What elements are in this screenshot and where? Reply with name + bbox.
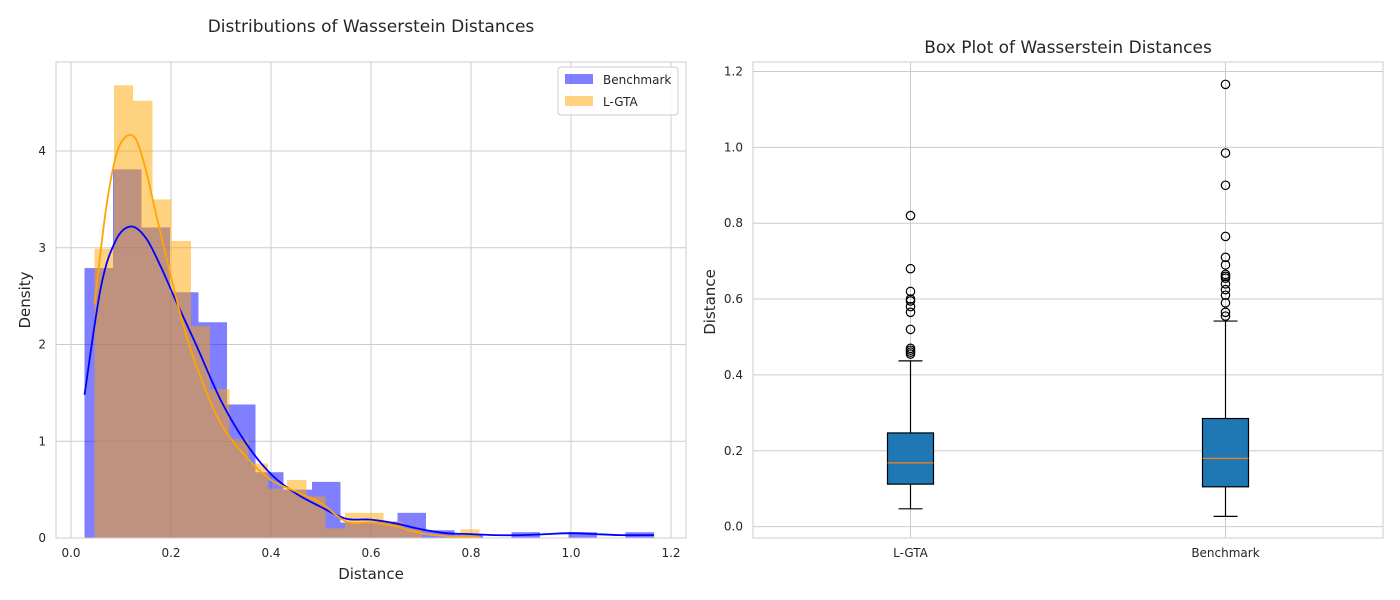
- benchmark-histogram-bar: [426, 530, 455, 538]
- kde-curves: [83, 133, 655, 538]
- outlier-point: [1220, 307, 1231, 318]
- box-plot-y-tick-label: 0.0: [724, 520, 743, 534]
- box-plot-y-tick-label: 0.8: [724, 216, 743, 230]
- histogram-frame: [55, 61, 687, 539]
- histogram-x-axis-label: Distance: [338, 565, 404, 583]
- lgta-histogram-bar: [94, 248, 114, 538]
- outlier-point: [1220, 269, 1231, 280]
- outlier-point: [905, 263, 916, 274]
- histogram-x-tick-label: 1.2: [661, 546, 680, 560]
- box-plot-chart: 0.0 0.2 0.4 0.6 0.8 1.0 1.2 L-GTA Benchmark Box…: [701, 38, 1384, 560]
- histogram-y-tick-label: 0: [38, 531, 46, 545]
- histogram-x-tick-label: 0.4: [261, 546, 280, 560]
- histogram-y-tick-label: 2: [38, 338, 46, 352]
- box-plot-x-tick-labels: L-GTA Benchmark: [893, 546, 1260, 560]
- histogram-x-tick-labels: 0.0 0.2 0.4 0.6 0.8 1.0 1.2: [61, 546, 680, 560]
- lgta-histogram-bar: [306, 496, 326, 538]
- outlier-point: [1220, 79, 1231, 90]
- outlier-point: [1220, 311, 1231, 321]
- outlier-point: [1220, 148, 1231, 158]
- outlier-point: [905, 324, 916, 335]
- lgta-histogram-bar: [325, 528, 345, 538]
- histogram-y-tick-labels: 0 1 2 3 4: [38, 144, 46, 545]
- outlier-point: [1220, 180, 1231, 191]
- legend-label-benchmark: Benchmark: [603, 73, 671, 87]
- outlier-point: [1220, 252, 1231, 263]
- outlier-point: [1220, 290, 1231, 301]
- box-plot-y-tick-label: 1.0: [724, 140, 743, 154]
- box-plot-area: [753, 62, 1383, 538]
- histogram-y-tick-label: 1: [38, 434, 46, 448]
- lgta-histogram-bar: [152, 199, 172, 538]
- histogram-x-tick-label: 0.6: [361, 546, 380, 560]
- lgta-histogram-bar: [364, 512, 384, 538]
- lgta-kde-line: [93, 133, 480, 538]
- box-plot-y-tick-label: 0.6: [724, 292, 743, 306]
- lgta-histogram-bar: [345, 512, 364, 538]
- histogram-x-tick-label: 1.0: [561, 546, 580, 560]
- lgta-histogram-bar: [229, 439, 249, 538]
- legend-swatch-benchmark: [565, 74, 593, 84]
- histogram-x-tick-label: 0.2: [161, 546, 180, 560]
- outlier-point: [905, 286, 916, 297]
- box-plot-boxes: [886, 79, 1250, 517]
- outlier-point: [1220, 260, 1231, 270]
- histogram-y-tick-label: 4: [38, 144, 46, 158]
- lgta-histogram-bar: [114, 85, 133, 538]
- benchmark-kde-line: [83, 225, 655, 537]
- box-plot-grid: [753, 62, 1383, 538]
- box-plot-y-tick-labels: 0.0 0.2 0.4 0.6 0.8 1.0 1.2: [724, 64, 743, 533]
- lgta-histogram-bar: [133, 100, 153, 538]
- box-plot-y-axis-label: Distance: [701, 269, 719, 335]
- histogram-title: Distributions of Wasserstein Distances: [208, 17, 535, 37]
- histogram-y-tick-label: 3: [38, 241, 46, 255]
- outlier-point: [1220, 298, 1231, 308]
- box-lgta: [886, 210, 935, 510]
- outlier-point: [1220, 231, 1231, 242]
- outlier-point: [905, 343, 916, 354]
- benchmark-histogram-bar: [568, 532, 597, 538]
- outlier-point: [905, 294, 916, 304]
- outlier-point: [1220, 279, 1231, 289]
- lgta-histogram-bar: [171, 240, 191, 538]
- box-plot-frame: [752, 61, 1384, 539]
- box-plot-x-tick-label: Benchmark: [1191, 546, 1259, 560]
- box-plot-y-tick-label: 1.2: [724, 64, 743, 78]
- outlier-point: [905, 307, 916, 318]
- iqr-box: [1201, 417, 1250, 488]
- lgta-histogram-bar: [402, 529, 422, 538]
- lgta-histogram-bar: [210, 389, 230, 538]
- lgta-histogram-bars: [94, 85, 480, 538]
- outlier-point: [1220, 284, 1231, 295]
- histogram-x-tick-label: 0.0: [61, 546, 80, 560]
- box-benchmark: [1201, 79, 1250, 517]
- iqr-box: [886, 432, 935, 485]
- box-plot-x-tick-label: L-GTA: [893, 546, 929, 560]
- outlier-point: [905, 301, 916, 312]
- legend-label-lgta: L-GTA: [603, 95, 639, 109]
- lgta-histogram-bar: [248, 463, 268, 538]
- legend-swatch-lgta: [565, 96, 593, 106]
- histogram-x-tick-label: 0.8: [461, 546, 480, 560]
- histogram-legend: Benchmark L-GTA: [557, 66, 679, 116]
- lgta-histogram-bar: [268, 488, 287, 538]
- histogram-chart: 0.0 0.2 0.4 0.6 0.8 1.0 1.2 0 1 2 3 4 Distribution…: [16, 17, 687, 583]
- box-plot-y-tick-label: 0.2: [724, 444, 743, 458]
- box-plot-title: Box Plot of Wasserstein Distances: [924, 38, 1212, 58]
- lgta-histogram-bar: [191, 326, 210, 538]
- box-plot-y-tick-label: 0.4: [724, 368, 743, 382]
- histogram-y-axis-label: Density: [16, 271, 34, 328]
- outlier-point: [905, 210, 916, 221]
